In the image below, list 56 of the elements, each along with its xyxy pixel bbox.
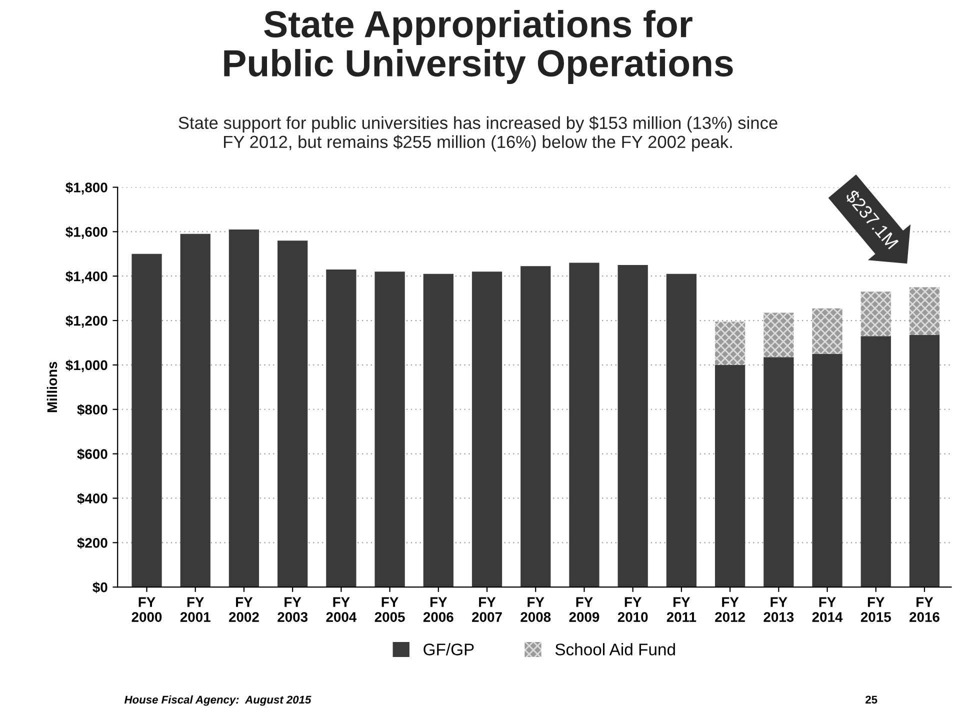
text: 25 bbox=[866, 696, 878, 704]
y-tick-label: $1,400 bbox=[66, 270, 108, 284]
legend-label: GF/GP bbox=[424, 643, 474, 656]
bar bbox=[569, 262, 600, 588]
x-tick-label: FY 2006 bbox=[423, 597, 454, 622]
chart-subtitle: State support for public universities has increased by $153 million (13%) since FY 2012, but remains $255 million (16%) below the FY 2002 peak. bbox=[178, 116, 778, 152]
bar bbox=[812, 308, 842, 354]
y-tick-label: $0 bbox=[92, 582, 108, 594]
bar bbox=[714, 322, 746, 365]
y-tick-label: $1,200 bbox=[66, 315, 108, 328]
bar bbox=[278, 240, 308, 588]
bar bbox=[860, 336, 891, 588]
y-tick-label: $400 bbox=[77, 492, 108, 504]
x-tick-label: FY 2010 bbox=[618, 597, 648, 622]
y-tick-label: $1,800 bbox=[66, 182, 108, 194]
bar bbox=[860, 292, 891, 336]
bar bbox=[132, 254, 162, 588]
x-tick-label: FY 2004 bbox=[326, 597, 357, 622]
y-tick-label: $1,000 bbox=[66, 360, 108, 372]
x-tick-label: FY 2016 bbox=[910, 597, 940, 622]
x-tick-label: FY 2003 bbox=[278, 597, 308, 622]
chart-title: State Appropriations for Public University Operations bbox=[224, 10, 733, 84]
y-tick-label: $1,600 bbox=[66, 226, 108, 239]
bar bbox=[423, 274, 454, 588]
x-tick-label: FY 2014 bbox=[812, 597, 843, 622]
x-tick-label: FY 2000 bbox=[132, 597, 162, 622]
bar bbox=[909, 287, 940, 335]
bar bbox=[374, 272, 405, 588]
y-tick-label: $800 bbox=[77, 404, 108, 416]
x-tick-label: FY 2012 bbox=[715, 597, 745, 622]
bar bbox=[666, 274, 697, 588]
text: House Fiscal Agency: August 2015 bbox=[124, 695, 312, 706]
x-tick-label: FY 2005 bbox=[374, 597, 405, 622]
bar bbox=[326, 269, 356, 588]
bar bbox=[228, 229, 260, 588]
x-tick-label: FY 2007 bbox=[472, 597, 502, 622]
x-tick-label: FY 2002 bbox=[229, 597, 259, 622]
bar bbox=[714, 364, 746, 588]
bar bbox=[180, 234, 210, 588]
bar bbox=[520, 266, 551, 588]
bar bbox=[909, 334, 940, 588]
bar bbox=[812, 354, 842, 588]
bar bbox=[764, 312, 794, 358]
x-tick-label: FY 2013 bbox=[764, 597, 794, 622]
x-tick-label: FY 2008 bbox=[520, 597, 551, 622]
bar bbox=[618, 265, 648, 588]
y-tick-label: $200 bbox=[77, 537, 108, 549]
x-tick-label: FY 2015 bbox=[860, 597, 891, 622]
y-tick-label: $600 bbox=[77, 448, 108, 460]
x-tick-label: FY 2001 bbox=[180, 597, 210, 622]
x-tick-label: FY 2011 bbox=[666, 597, 696, 622]
y-axis-title: Millions bbox=[46, 362, 58, 412]
legend-label: School Aid Fund bbox=[555, 643, 675, 656]
x-tick-label: FY 2009 bbox=[569, 597, 600, 622]
bar bbox=[764, 357, 794, 588]
bar bbox=[472, 272, 502, 588]
